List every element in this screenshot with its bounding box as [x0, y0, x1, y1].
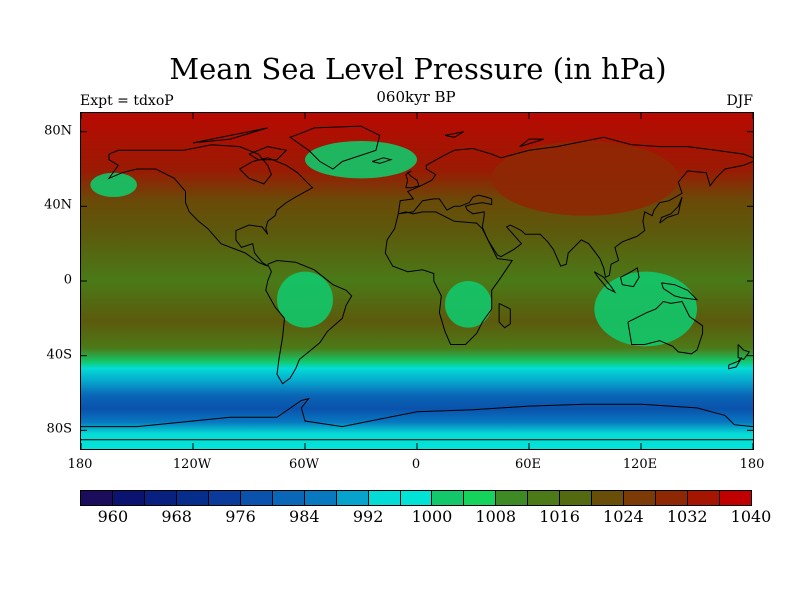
pressure-cell-7 — [445, 281, 492, 328]
coastline-14 — [498, 302, 511, 329]
colorbar-swatch-19 — [688, 491, 721, 505]
colorbar-swatch-9 — [368, 491, 401, 505]
season-label: DJF — [726, 93, 753, 109]
lon-label-6: 180 — [739, 457, 765, 472]
colorbar-label-1016: 1016 — [539, 507, 580, 526]
colorbar-swatch-10 — [400, 491, 433, 505]
colorbar-label-984: 984 — [289, 507, 320, 526]
colorbar-swatch-4 — [208, 491, 241, 505]
colorbar-label-1000: 1000 — [411, 507, 453, 526]
colorbar-swatch-6 — [272, 491, 305, 505]
axis-ticks — [81, 113, 753, 449]
coastline-17 — [248, 146, 288, 161]
colorbar-label-960: 960 — [97, 507, 129, 526]
colorbar-swatch-15 — [560, 491, 593, 505]
colorbar-swatch-11 — [432, 491, 465, 505]
lat-label-40S: 40S — [46, 347, 72, 363]
colorbar-label-1032: 1032 — [666, 507, 708, 526]
colorbar-swatch-14 — [528, 491, 561, 505]
colorbar-swatch-8 — [336, 491, 369, 505]
coastline-11 — [661, 282, 699, 301]
pressure-map — [80, 112, 754, 450]
pressure-cell-6 — [277, 271, 333, 328]
coastline-6 — [405, 170, 420, 189]
colorbar-swatch-18 — [656, 491, 689, 505]
coastline-13 — [728, 357, 743, 370]
colorbar-swatch-16 — [592, 491, 625, 505]
coastline-3 — [384, 211, 514, 345]
coastline-21 — [372, 157, 393, 164]
colorbar-swatch-17 — [624, 491, 657, 505]
colorbar-swatch-12 — [464, 491, 497, 505]
lon-label-0: 180 — [67, 457, 93, 472]
lat-label-80S: 80S — [46, 421, 72, 437]
pressure-cell-1 — [491, 141, 679, 216]
coastline-9 — [593, 271, 617, 294]
colorbar-label-992: 992 — [352, 507, 384, 526]
experiment-label: Expt = tdxoP — [80, 93, 174, 109]
lon-label-4: 60E — [514, 457, 542, 472]
lon-label-3: 0 — [411, 457, 421, 472]
chart-subtitle: 060kyr BP — [376, 88, 456, 106]
lon-label-1: 120W — [172, 457, 212, 472]
lon-label-2: 60W — [289, 457, 319, 472]
colorbar — [80, 490, 752, 506]
colorbar-swatch-20 — [720, 491, 752, 505]
colorbar-label-1040: 1040 — [730, 507, 772, 526]
coastline-8 — [627, 300, 704, 355]
coastline-18 — [192, 127, 268, 144]
coastline-2 — [289, 125, 381, 170]
coastline-1 — [265, 259, 353, 385]
pressure-cell-8 — [594, 271, 698, 347]
lat-label-80N: 80N — [44, 123, 72, 139]
colorbar-swatch-3 — [176, 491, 209, 505]
coastline-10 — [620, 267, 640, 288]
coastlines — [81, 125, 753, 441]
coastline-12 — [737, 344, 751, 360]
colorbar-swatch-2 — [144, 491, 177, 505]
coastline-19 — [444, 131, 464, 138]
colorbar-swatch-0 — [81, 491, 113, 505]
colorbar-swatch-1 — [112, 491, 145, 505]
coastline-20 — [519, 138, 545, 148]
lon-label-5: 120E — [622, 457, 658, 472]
pressure-cell-2 — [305, 141, 417, 179]
coastline-4 — [397, 136, 753, 214]
pressure-cell-3 — [90, 172, 137, 197]
chart-title: Mean Sea Level Pressure (in hPa) — [169, 52, 667, 86]
colorbar-swatch-5 — [240, 491, 273, 505]
colorbar-label-976: 976 — [225, 507, 256, 526]
coastline-5 — [398, 161, 753, 279]
pressure-region-layer — [81, 113, 753, 449]
colorbar-swatch-13 — [496, 491, 529, 505]
colorbar-swatch-7 — [304, 491, 337, 505]
coastline-0 — [107, 144, 314, 267]
colorbar-label-1008: 1008 — [475, 507, 517, 526]
colorbar-label-1024: 1024 — [603, 507, 644, 526]
lat-label-0: 0 — [63, 272, 72, 288]
colorbar-label-968: 968 — [161, 507, 192, 526]
lat-label-40N: 40N — [44, 197, 72, 213]
coastline-7 — [659, 196, 683, 224]
coastline-15 — [81, 397, 753, 428]
